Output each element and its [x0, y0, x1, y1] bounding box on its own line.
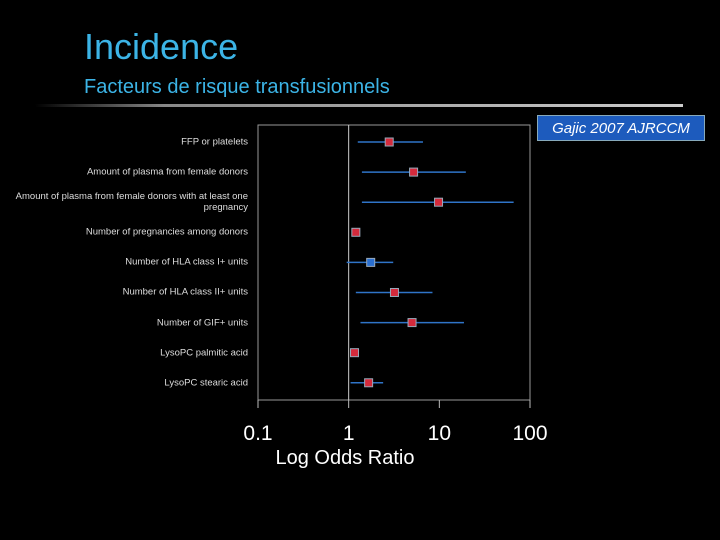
category-label: LysoPC palmitic acid: [160, 347, 248, 359]
plot-frame: [257, 124, 531, 401]
point-estimate: [389, 287, 399, 297]
divider: [35, 104, 683, 107]
x-axis-label: Log Odds Ratio: [276, 447, 415, 469]
point-estimate: [351, 227, 361, 237]
category-label: Amount of plasma from female donors with…: [15, 191, 248, 214]
point-estimate: [407, 318, 417, 328]
category-label: FFP or platelets: [181, 136, 248, 148]
x-tick-label: 0.1: [243, 422, 272, 445]
slide-subtitle: Facteurs de risque transfusionnels: [84, 76, 390, 98]
point-estimate: [384, 137, 394, 147]
category-label: LysoPC stearic acid: [164, 377, 248, 389]
x-tick-label: 100: [512, 422, 547, 445]
category-label: Number of HLA class I+ units: [125, 256, 248, 268]
point-estimate: [366, 257, 376, 267]
slide-title: Incidence: [84, 26, 239, 67]
x-tick-label: 10: [428, 422, 451, 445]
x-tick-label: 1: [343, 422, 355, 445]
point-estimate: [364, 378, 374, 388]
category-label: Number of HLA class II+ units: [122, 286, 248, 298]
category-label: Number of pregnancies among donors: [85, 226, 248, 238]
point-estimate: [409, 167, 419, 177]
category-label: Number of GIF+ units: [156, 317, 248, 329]
point-estimate: [434, 197, 444, 207]
category-label: Amount of plasma from female donors: [86, 166, 248, 178]
point-estimate: [350, 348, 360, 358]
citation: Gajic 2007 AJRCCM: [537, 115, 705, 141]
